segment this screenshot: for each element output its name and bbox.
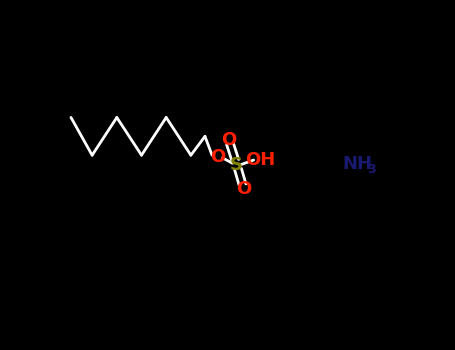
Text: OH: OH — [246, 151, 276, 169]
Text: O: O — [221, 131, 236, 148]
Text: S: S — [230, 156, 243, 174]
Text: O: O — [210, 148, 225, 166]
Text: 3: 3 — [367, 163, 376, 176]
Text: O: O — [236, 180, 252, 198]
Text: NH: NH — [342, 155, 372, 173]
